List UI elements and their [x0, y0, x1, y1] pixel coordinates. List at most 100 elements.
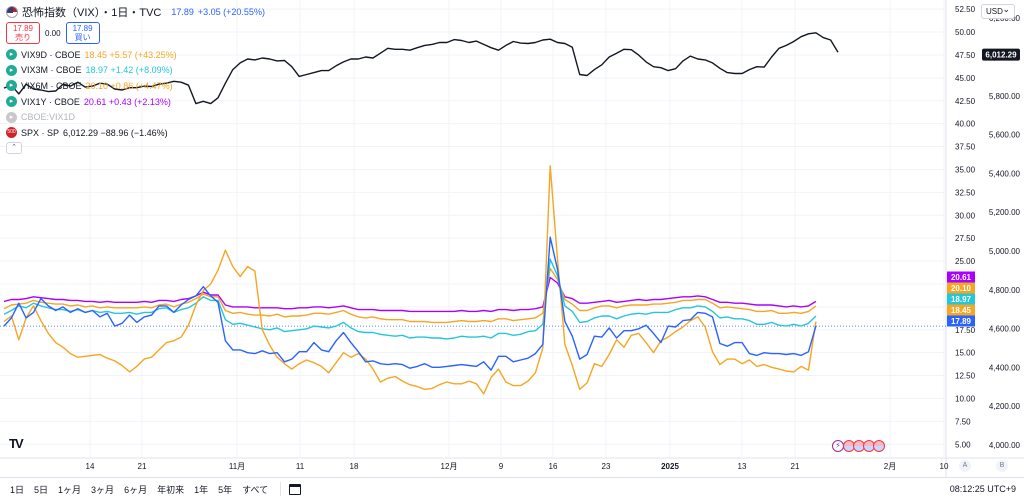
- x-axis-tick-label: 2025: [661, 462, 679, 471]
- period-3m[interactable]: 3ヶ月: [91, 484, 115, 495]
- last-value-badge: [947, 315, 975, 327]
- legend-row-vix9d[interactable]: ▸ VIX9D · CBOE 18.45 +5.57 (+43.25%): [6, 47, 265, 63]
- right-axis-tick-label: 4,000.00: [989, 441, 1021, 450]
- right-axis-tick-label: 4,600.00: [989, 325, 1021, 334]
- legend-values: 18.45 +5.57 (+43.25%): [84, 49, 177, 60]
- calendar-icon[interactable]: [289, 483, 302, 495]
- spx-last-value-label: 6,012.29: [985, 51, 1017, 60]
- x-axis-tick-label: 11月: [229, 462, 245, 471]
- price-scale-bg: [946, 0, 1024, 477]
- left-axis-tick-label: 15.00: [955, 349, 976, 358]
- last-value-badge: [947, 293, 975, 305]
- legend-values: 20.10 +0.86 (+4.47%): [85, 80, 173, 91]
- left-axis-tick-label: 47.50: [955, 51, 976, 60]
- last-value-label: 18.45: [951, 306, 972, 315]
- symbol-title[interactable]: 恐怖指数（VIX）・1日・TVC: [22, 7, 162, 19]
- last-value-badge: [947, 304, 975, 316]
- left-axis-tick-label: 50.00: [955, 28, 976, 37]
- legend-values: 20.61 +0.43 (+2.13%): [83, 96, 171, 107]
- legend-values: 18.97 +1.42 (+8.09%): [85, 65, 173, 76]
- legend-collapse-button[interactable]: ⌃: [6, 141, 22, 154]
- legend-name: VIX1Y · CBOE: [21, 96, 80, 107]
- left-axis-tick-label: 52.50: [955, 5, 976, 14]
- legend-row-vix1y[interactable]: ▸ VIX1Y · CBOE 20.61 +0.43 (+2.13%): [6, 94, 265, 110]
- last-value-badge: [947, 271, 975, 283]
- right-axis-tick-label: 5,000.00: [989, 247, 1021, 256]
- left-axis-tick-label: 25.00: [955, 257, 976, 266]
- left-axis-tick-label: 17.50: [955, 326, 976, 335]
- x-axis-tick-label: 18: [350, 462, 359, 471]
- x-axis-tick-label: 21: [138, 462, 147, 471]
- left-axis-tick-label: 7.50: [955, 417, 971, 426]
- chevron-right-icon[interactable]: ▸: [6, 64, 17, 76]
- series-line-vix1y: [3, 276, 817, 313]
- chevron-right-icon[interactable]: ▸: [6, 49, 17, 61]
- bottom-toolbar: 1日 5日 1ヶ月 3ヶ月 6ヶ月 年初来 1年 5年 すべて 08:12:25…: [0, 477, 1024, 500]
- period-all[interactable]: すべて: [242, 484, 269, 495]
- scale-b-button[interactable]: B: [996, 460, 1008, 472]
- left-axis-tick-label: 32.50: [955, 188, 976, 197]
- left-axis-tick-label: 37.50: [955, 143, 976, 152]
- sell-button[interactable]: 17.89 売り: [6, 22, 40, 44]
- chart-legend: 恐怖指数（VIX）・1日・TVC 17.89 +3.05 (+20.55%) 1…: [6, 4, 265, 154]
- series-line-vix9d: [3, 165, 817, 395]
- right-axis-tick-label: 5,400.00: [989, 169, 1021, 178]
- x-axis-tick-label: 9: [499, 462, 504, 471]
- legend-values: 6,012.29 −88.96 (−1.46%): [63, 127, 168, 138]
- period-6m[interactable]: 6ヶ月: [124, 484, 148, 495]
- auto-scale-button[interactable]: A: [959, 460, 971, 472]
- period-1y[interactable]: 1年: [194, 484, 209, 495]
- legend-row-vix6m[interactable]: ▸ VIX6M · CBOE 20.10 +0.86 (+4.47%): [6, 78, 265, 94]
- legend-row-spx[interactable]: 500 SPX · SP 6,012.29 −88.96 (−1.46%): [6, 125, 265, 141]
- right-axis-tick-label: 5,800.00: [989, 92, 1021, 101]
- spread-value: 0.00: [45, 28, 61, 38]
- toolbar-divider: [280, 482, 282, 496]
- left-axis-tick-label: 42.50: [955, 97, 976, 106]
- series-line-spx: [3, 32, 839, 105]
- last-value-label: 18.97: [951, 295, 972, 304]
- indicator-legend: ▸ VIX9D · CBOE 18.45 +5.57 (+43.25%) ▸ V…: [6, 47, 265, 154]
- legend-row-vix3m[interactable]: ▸ VIX3M · CBOE 18.97 +1.42 (+8.09%): [6, 63, 265, 79]
- clock: 08:12:25 UTC+9: [949, 484, 1016, 494]
- x-axis-tick-label: 23: [602, 462, 611, 471]
- last-value-label: 17.89: [951, 317, 972, 326]
- left-axis-tick-label: 27.50: [955, 234, 976, 243]
- buy-price: 17.89: [72, 24, 93, 33]
- period-1m[interactable]: 1ヶ月: [58, 484, 82, 495]
- left-axis-tick-label: 35.00: [955, 165, 976, 174]
- symbol-change: +3.05 (+20.55%): [197, 7, 265, 17]
- x-axis-tick-label: 11: [296, 462, 305, 471]
- legend-name: CBOE:VIX1D: [21, 112, 76, 123]
- legend-name: SPX · SP: [21, 127, 60, 138]
- currency-dropdown[interactable]: USD: [981, 3, 1015, 19]
- legend-row-vix1d[interactable]: ▸ CBOE:VIX1D: [6, 109, 265, 125]
- spx-last-value-badge: [982, 48, 1020, 61]
- x-axis-tick-label: 10: [940, 462, 949, 471]
- chevron-right-icon[interactable]: ▸: [6, 111, 17, 123]
- right-axis-tick-label: 4,200.00: [989, 402, 1021, 411]
- left-axis-tick-label: 12.50: [955, 372, 976, 381]
- legend-name: VIX6M · CBOE: [21, 80, 82, 91]
- symbol-title-row[interactable]: 恐怖指数（VIX）・1日・TVC 17.89 +3.05 (+20.55%): [6, 4, 265, 20]
- x-axis-tick-label: 16: [549, 462, 558, 471]
- chevron-right-icon[interactable]: ▸: [6, 80, 17, 92]
- event-flag-icon[interactable]: [873, 440, 885, 452]
- left-axis-tick-label: 45.00: [955, 74, 976, 83]
- right-axis-tick-label: 5,600.00: [989, 131, 1021, 140]
- right-axis-tick-label: 4,800.00: [989, 286, 1021, 295]
- period-5y[interactable]: 5年: [218, 484, 233, 495]
- tradingview-logo-icon[interactable]: TV: [9, 436, 24, 451]
- period-1d[interactable]: 1日: [10, 484, 25, 495]
- order-buttons: 17.89 売り 0.00 17.89 買い: [6, 22, 265, 44]
- series-line-vix6m: [3, 267, 817, 324]
- period-5d[interactable]: 5日: [34, 484, 49, 495]
- chevron-right-icon[interactable]: ▸: [6, 96, 17, 108]
- period-ytd[interactable]: 年初来: [157, 484, 185, 495]
- sell-label: 売り: [15, 33, 31, 42]
- buy-label: 買い: [74, 33, 91, 42]
- left-axis-tick-label: 40.00: [955, 120, 976, 129]
- spx-icon[interactable]: 500: [6, 127, 17, 139]
- buy-button[interactable]: 17.89 買い: [65, 22, 100, 44]
- left-axis-tick-label: 10.00: [955, 394, 976, 403]
